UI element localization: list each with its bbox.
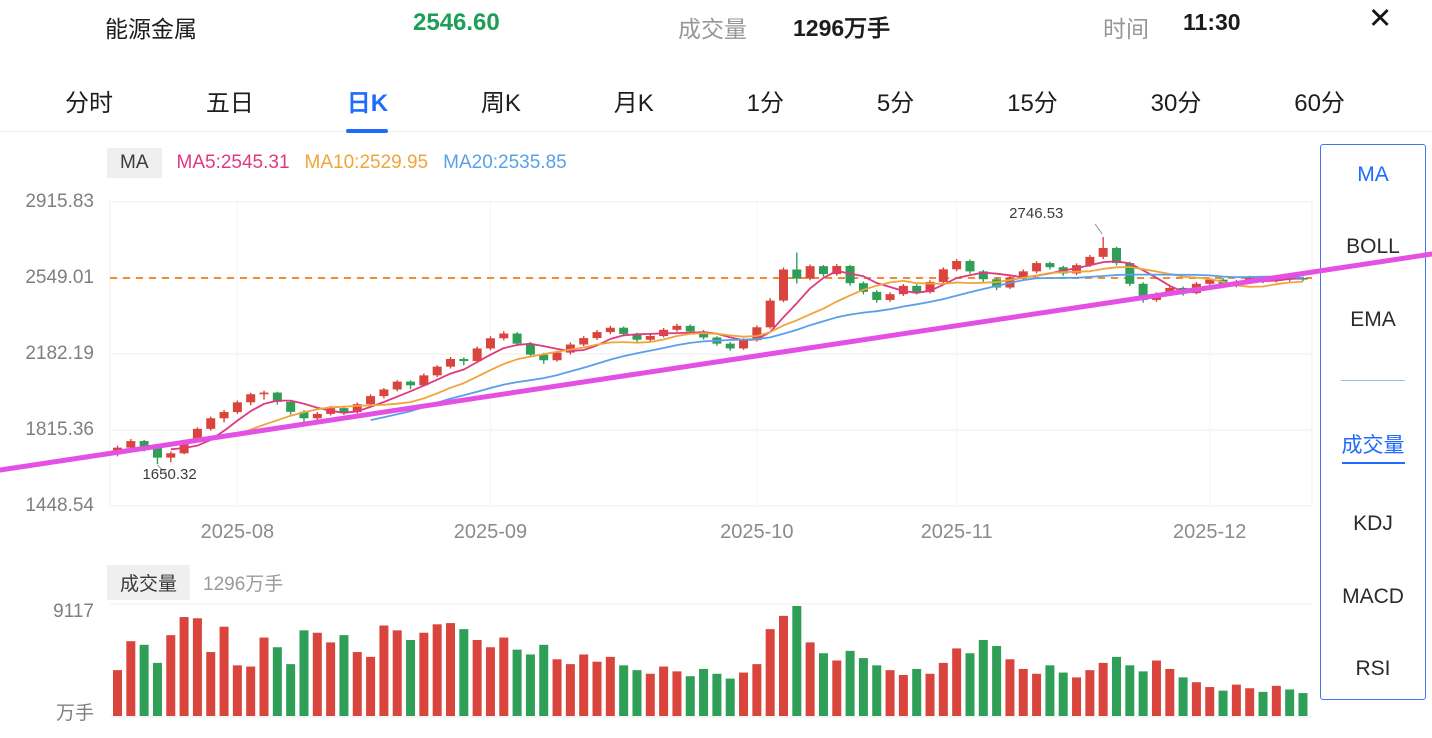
current-price: 2546.60 xyxy=(413,9,500,36)
tab-5day[interactable]: 五日 xyxy=(205,89,254,117)
ma10-value: MA10:2529.95 xyxy=(304,152,429,173)
sidebar-divider xyxy=(1341,379,1405,381)
indicator-volume[interactable]: 成交量 xyxy=(1341,429,1405,465)
ma-legend: MA MA5:2545.31 MA10:2529.95 MA20:2535.85 xyxy=(107,148,567,178)
tab-monthly-k[interactable]: 月K xyxy=(613,89,654,117)
tab-30min[interactable]: 30分 xyxy=(1150,89,1202,117)
volume-max-label: 9117 xyxy=(53,601,94,622)
close-icon[interactable]: ✕ xyxy=(1368,3,1393,35)
ma5-value: MA5:2545.31 xyxy=(176,152,290,173)
price-axis-label: 1815.36 xyxy=(25,419,94,440)
date-axis-label: 2025-10 xyxy=(720,521,794,543)
date-axis-label: 2025-12 xyxy=(1173,521,1247,543)
tab-weekly-k[interactable]: 周K xyxy=(480,89,521,117)
tab-1min[interactable]: 1分 xyxy=(746,89,785,117)
indicator-ema[interactable]: EMA xyxy=(1350,307,1396,331)
indicator-sidebar: MA BOLL EMA 成交量 KDJ MACD RSI xyxy=(1320,144,1426,700)
tab-intraday[interactable]: 分时 xyxy=(65,89,113,117)
indicator-macd[interactable]: MACD xyxy=(1342,584,1404,608)
kline-chart-area[interactable] xyxy=(110,186,1312,512)
tab-60min[interactable]: 60分 xyxy=(1294,89,1345,117)
price-axis-label: 1448.54 xyxy=(25,495,94,516)
time-label: 时间 xyxy=(1103,16,1149,42)
high-price-annotation: 2746.53 xyxy=(1009,205,1064,223)
volume-chart-area[interactable] xyxy=(110,600,1312,718)
time-value: 11:30 xyxy=(1183,9,1241,35)
date-axis-label: 2025-09 xyxy=(453,521,528,543)
ma20-value: MA20:2535.85 xyxy=(443,152,567,173)
indicator-rsi[interactable]: RSI xyxy=(1355,656,1391,680)
date-axis-label: 2025-11 xyxy=(920,521,993,543)
price-axis-label: 2182.19 xyxy=(25,342,94,364)
header-volume-value: 1296万手 xyxy=(793,15,891,41)
tab-daily-k[interactable]: 日K xyxy=(344,68,391,133)
indicator-boll[interactable]: BOLL xyxy=(1346,235,1400,259)
volume-chip: 成交量 xyxy=(107,565,191,600)
low-price-annotation: 1650.32 xyxy=(142,466,197,484)
stock-name: 能源金属 xyxy=(105,16,197,42)
tab-5min[interactable]: 5分 xyxy=(876,89,915,117)
volume-legend: 成交量 1296万手 xyxy=(107,565,283,600)
indicator-ma[interactable]: MA xyxy=(1357,163,1389,186)
volume-legend-value: 1296万手 xyxy=(203,574,284,595)
period-tabbar: 分时 五日 日K 周K 月K 1分 5分 15分 30分 60分 xyxy=(0,69,1432,132)
header-volume-label: 成交量 xyxy=(678,16,747,42)
price-axis-label: 2915.83 xyxy=(25,191,94,212)
tab-15min[interactable]: 15分 xyxy=(1007,89,1058,117)
date-axis-label: 2025-08 xyxy=(200,521,275,543)
ma-chip: MA xyxy=(107,148,162,178)
price-axis-label: 2549.01 xyxy=(25,266,94,288)
volume-unit-label: 万手 xyxy=(55,703,94,724)
indicator-kdj[interactable]: KDJ xyxy=(1353,512,1393,536)
